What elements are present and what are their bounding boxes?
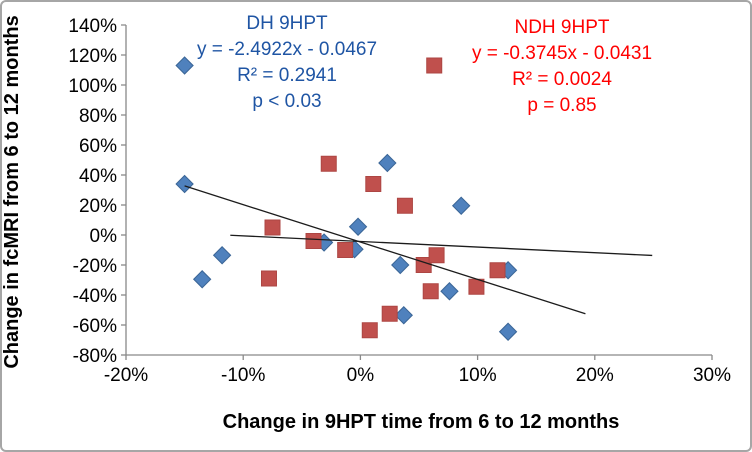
y-tick-label: 120% — [68, 46, 117, 67]
x-tick-label: 10% — [459, 365, 497, 386]
data-point-ndh-9hpt — [320, 155, 337, 172]
y-tick-label: 40% — [79, 166, 117, 187]
y-axis-title: Change in fcMRI from 6 to 12 months — [2, 15, 23, 368]
y-tick-label: -80% — [73, 346, 117, 367]
data-point-ndh-9hpt — [361, 322, 378, 339]
data-point-ndh-9hpt — [264, 219, 281, 236]
y-tick-label: -60% — [73, 316, 117, 337]
y-tick-label: 20% — [79, 196, 117, 217]
y-tick-label: -40% — [73, 286, 117, 307]
data-point-dh-9hpt — [498, 322, 518, 341]
x-axis-title: Change in 9HPT time from 6 to 12 months — [223, 411, 620, 433]
x-tick-label: 0% — [347, 365, 375, 386]
data-point-dh-9hpt — [348, 217, 368, 236]
ndh-p-value: p = 0.85 — [527, 95, 596, 116]
ndh-series-title: NDH 9HPT — [514, 17, 609, 38]
trendline-dh-9hpt — [184, 185, 586, 315]
x-tick-label: -10% — [221, 365, 265, 386]
data-point-dh-9hpt — [391, 255, 410, 275]
dh-annotation-block: DH 9HPT y = -2.4922x - 0.0467 R² = 0.294… — [197, 13, 377, 112]
x-tick-label: -20% — [104, 365, 148, 386]
data-point-ndh-9hpt — [337, 242, 354, 258]
data-point-dh-9hpt — [212, 246, 232, 265]
dh-r-squared: R² = 0.2941 — [237, 65, 337, 86]
data-point-ndh-9hpt — [489, 262, 506, 279]
dh-p-value: p < 0.03 — [252, 91, 321, 112]
y-tick-label: 60% — [79, 136, 117, 157]
data-point-ndh-9hpt — [468, 278, 485, 295]
x-tick-label: 30% — [693, 365, 731, 386]
y-tick-label: 80% — [79, 106, 117, 127]
y-tick-label: 140% — [68, 16, 117, 37]
data-point-ndh-9hpt — [260, 270, 277, 287]
data-point-dh-9hpt — [175, 174, 194, 194]
data-point-ndh-9hpt — [305, 233, 322, 249]
data-point-dh-9hpt — [175, 56, 194, 75]
trendline-ndh-9hpt — [230, 234, 653, 257]
ndh-annotation-block: NDH 9HPT y = -0.3745x - 0.0431 R² = 0.00… — [472, 17, 652, 116]
y-tick-label: 100% — [68, 76, 117, 97]
data-point-ndh-9hpt — [381, 305, 398, 322]
data-point-dh-9hpt — [440, 282, 459, 301]
data-point-dh-9hpt — [394, 306, 413, 325]
x-tick-label: 20% — [576, 365, 614, 386]
y-tick-label: 0% — [90, 226, 118, 247]
data-point-dh-9hpt — [451, 196, 471, 215]
data-point-ndh-9hpt — [426, 57, 443, 74]
plot-area: -80% -60% -40% -20% 0% 20% 40% 60% 80% 100% 120% 14… — [68, 16, 731, 386]
y-tick-label: -20% — [73, 256, 117, 277]
data-point-ndh-9hpt — [422, 283, 439, 300]
ndh-equation: y = -0.3745x - 0.0431 — [472, 43, 652, 64]
data-point-ndh-9hpt — [396, 197, 413, 214]
data-point-dh-9hpt — [378, 153, 397, 173]
data-point-dh-9hpt — [192, 270, 212, 289]
ndh-r-squared: R² = 0.0024 — [512, 69, 612, 90]
dh-series-title: DH 9HPT — [246, 13, 328, 34]
data-point-ndh-9hpt — [365, 176, 382, 192]
data-point-ndh-9hpt — [428, 247, 445, 264]
dh-equation: y = -2.4922x - 0.0467 — [197, 39, 377, 60]
